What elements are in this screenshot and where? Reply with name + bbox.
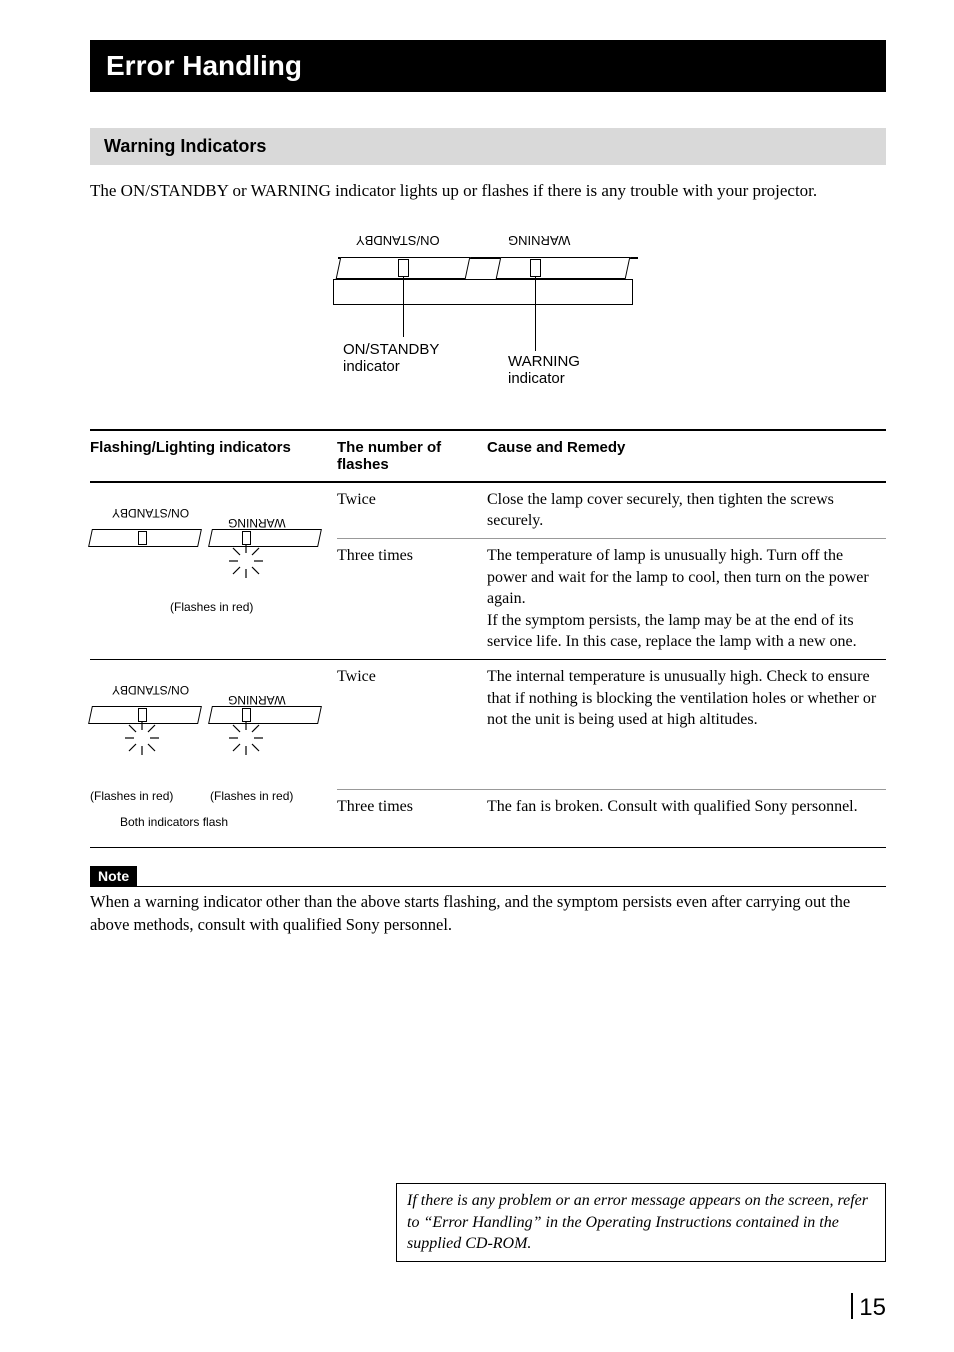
g1-r1-flashes: Twice xyxy=(337,482,487,539)
diagram-caption-right-1: WARNING xyxy=(508,353,580,370)
g1-r1-remedy: Close the lamp cover securely, then tigh… xyxy=(487,482,886,539)
note-label: Note xyxy=(90,866,137,886)
diagram-top-left-label: ON/STANDBY xyxy=(356,233,440,248)
col-header-remedy: Cause and Remedy xyxy=(487,430,886,482)
warning-table: Flashing/Lighting indicators The number … xyxy=(90,429,886,848)
col-header-flashes: The number of flashes xyxy=(337,430,487,482)
diagram-caption-right-2: indicator xyxy=(508,370,565,387)
page-number-value: 15 xyxy=(859,1294,886,1321)
g1-caption: (Flashes in red) xyxy=(170,599,253,615)
flash-icon xyxy=(122,718,162,758)
flash-icon xyxy=(226,541,266,581)
page-title-bar: Error Handling xyxy=(90,40,886,92)
g2-r2-remedy: The fan is broken. Consult with qualifie… xyxy=(487,790,886,848)
g2-r1-remedy: The internal temperature is unusually hi… xyxy=(487,659,886,789)
page-title: Error Handling xyxy=(106,50,302,81)
diagram-top-right-label: WARNING xyxy=(508,233,570,248)
page-number: 15 xyxy=(851,1293,886,1322)
g2-cap-left: (Flashes in red) xyxy=(90,788,173,804)
g2-cap-both: Both indicators flash xyxy=(120,814,228,830)
g2-r1-flashes: Twice xyxy=(337,659,487,789)
intro-text: The ON/STANDBY or WARNING indicator ligh… xyxy=(90,179,886,203)
section-header: Warning Indicators xyxy=(90,128,886,165)
boxed-note: If there is any problem or an error mess… xyxy=(396,1183,886,1262)
indicator-diagram: ON/STANDBY WARNING ON/STANDBY indicator … xyxy=(90,233,886,393)
g1-top-left: ON/STANDBY xyxy=(112,505,189,521)
flash-icon xyxy=(226,718,266,758)
col-header-indicators: Flashing/Lighting indicators xyxy=(90,430,337,482)
diagram-caption-left-2: indicator xyxy=(343,358,400,375)
note-body: When a warning indicator other than the … xyxy=(90,886,886,936)
g2-cap-right: (Flashes in red) xyxy=(210,788,293,804)
diagram-caption-left-1: ON/STANDBY xyxy=(343,341,439,358)
section-title: Warning Indicators xyxy=(104,136,266,156)
g1-r2-remedy: The temperature of lamp is unusually hig… xyxy=(487,538,886,659)
g2-top-left: ON/STANDBY xyxy=(112,682,189,698)
g2-r2-flashes: Three times xyxy=(337,790,487,848)
g1-r2-flashes: Three times xyxy=(337,538,487,659)
